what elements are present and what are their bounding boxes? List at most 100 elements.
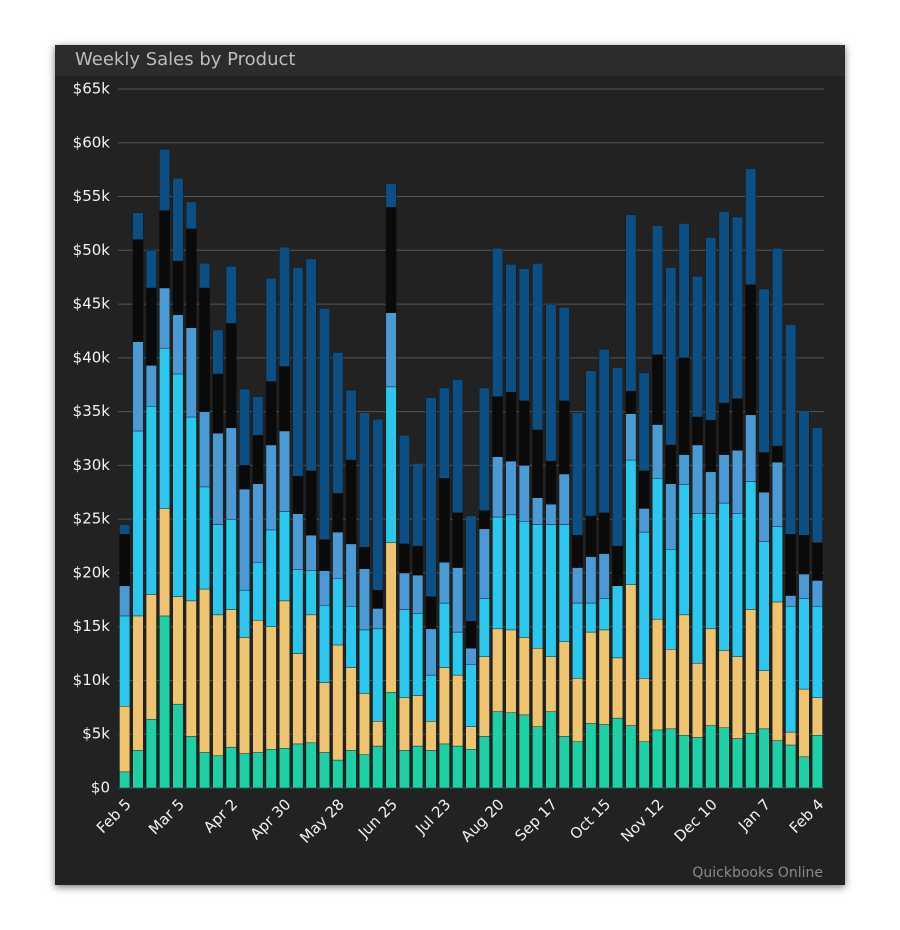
- bar-segment: [359, 754, 370, 789]
- plot: $0 $5k $10k $15k $20k $25k $30k $35k $40k $45k $50…: [73, 80, 828, 847]
- bar-segment: [372, 608, 384, 630]
- bar-segment: [478, 656, 490, 737]
- y-tick-label: $0: [91, 779, 110, 797]
- bar-segment: [345, 667, 357, 751]
- bar-segment: [279, 246, 290, 367]
- bar-segment: [292, 475, 304, 514]
- bar-segment: [692, 663, 703, 738]
- bar-segment: [425, 750, 437, 789]
- bar-segment: [412, 463, 424, 547]
- bar-segment: [811, 606, 823, 698]
- bar-segment: [225, 323, 237, 428]
- bar-segment: [478, 736, 490, 789]
- bar-segment: [385, 207, 397, 313]
- bar-segment: [572, 535, 583, 568]
- bar-segment: [239, 637, 250, 754]
- bar-segment: [385, 692, 397, 789]
- bar-segment: [771, 445, 783, 463]
- bar-segment: [279, 430, 290, 512]
- bar-segment: [279, 511, 290, 602]
- bar-segment: [732, 216, 743, 399]
- bar-segment: [425, 674, 437, 722]
- bar-segment: [172, 178, 184, 262]
- bar-segment: [345, 543, 357, 607]
- bar-segment: [372, 745, 384, 789]
- bar-segment: [172, 314, 184, 375]
- bar-segment: [692, 275, 703, 418]
- bar-segment: [145, 250, 157, 289]
- bar-segment: [705, 725, 717, 789]
- panel-header: [55, 45, 845, 76]
- y-tick-label: $50k: [73, 241, 111, 259]
- bar-segment: [585, 556, 597, 604]
- bar-segment: [292, 267, 304, 477]
- bar-segment: [745, 732, 757, 789]
- bar-segment: [478, 598, 490, 658]
- bar-segment: [572, 602, 583, 679]
- bar-segment: [212, 373, 224, 434]
- bar-segment: [718, 211, 730, 404]
- bar-segment: [239, 753, 250, 789]
- bar-segment: [252, 752, 264, 789]
- bar-segment: [758, 288, 770, 453]
- bar-segment: [425, 596, 437, 630]
- bar-segment: [638, 372, 650, 471]
- bar-segment: [252, 620, 264, 753]
- bar-segment: [359, 412, 370, 548]
- bar-segment: [732, 450, 743, 514]
- bar-segment: [332, 493, 344, 533]
- bar-segment: [732, 513, 743, 658]
- bar-segment: [518, 521, 530, 638]
- bar-segment: [119, 771, 131, 789]
- bar-segment: [385, 312, 397, 388]
- bar-segment: [199, 588, 210, 753]
- bar-segment: [612, 367, 623, 547]
- bar-segment: [412, 574, 424, 614]
- bar-segment: [478, 510, 490, 530]
- bar-segment: [438, 478, 450, 563]
- bar-segment: [545, 503, 557, 525]
- bar-segment: [732, 738, 743, 789]
- bar-segment: [199, 411, 210, 488]
- bar-segment: [425, 721, 437, 751]
- bar-segment: [518, 714, 530, 789]
- bar-segment: [771, 526, 783, 603]
- bar-segment: [612, 657, 623, 719]
- bar-segment: [665, 444, 677, 484]
- bar-segment: [798, 410, 810, 536]
- bar-segment: [465, 648, 477, 665]
- bar-segment: [665, 483, 677, 550]
- bar-segment: [452, 631, 464, 676]
- bar-segment: [745, 609, 757, 734]
- bar-segment: [265, 529, 277, 627]
- bar-segment: [705, 513, 717, 630]
- bar-segment: [558, 524, 570, 642]
- bar-segment: [785, 606, 797, 733]
- bar-segment: [532, 648, 544, 727]
- bar-segment: [572, 567, 583, 604]
- bar-segment: [359, 546, 370, 569]
- bar-segment: [718, 727, 730, 789]
- bar-segment: [438, 667, 450, 745]
- bar-segment: [518, 465, 530, 522]
- bar-segment: [745, 414, 757, 482]
- bar-segment: [279, 748, 290, 789]
- bar-segment: [505, 712, 517, 789]
- bar-segment: [665, 728, 677, 789]
- bar-segment: [598, 512, 610, 554]
- bar-segment: [572, 412, 583, 536]
- bar-segment: [612, 545, 623, 587]
- bar-segment: [612, 717, 623, 789]
- bar-segment: [252, 561, 264, 621]
- bar-segment: [239, 589, 250, 638]
- bar-segment: [798, 535, 810, 575]
- bar-segment: [638, 531, 650, 679]
- bar-segment: [145, 718, 157, 789]
- bar-segment: [398, 435, 410, 545]
- bar-segment: [545, 303, 557, 462]
- bar-segment: [718, 402, 730, 455]
- bar-segment: [545, 656, 557, 712]
- bar-segment: [798, 688, 810, 758]
- bar-segment: [465, 749, 477, 789]
